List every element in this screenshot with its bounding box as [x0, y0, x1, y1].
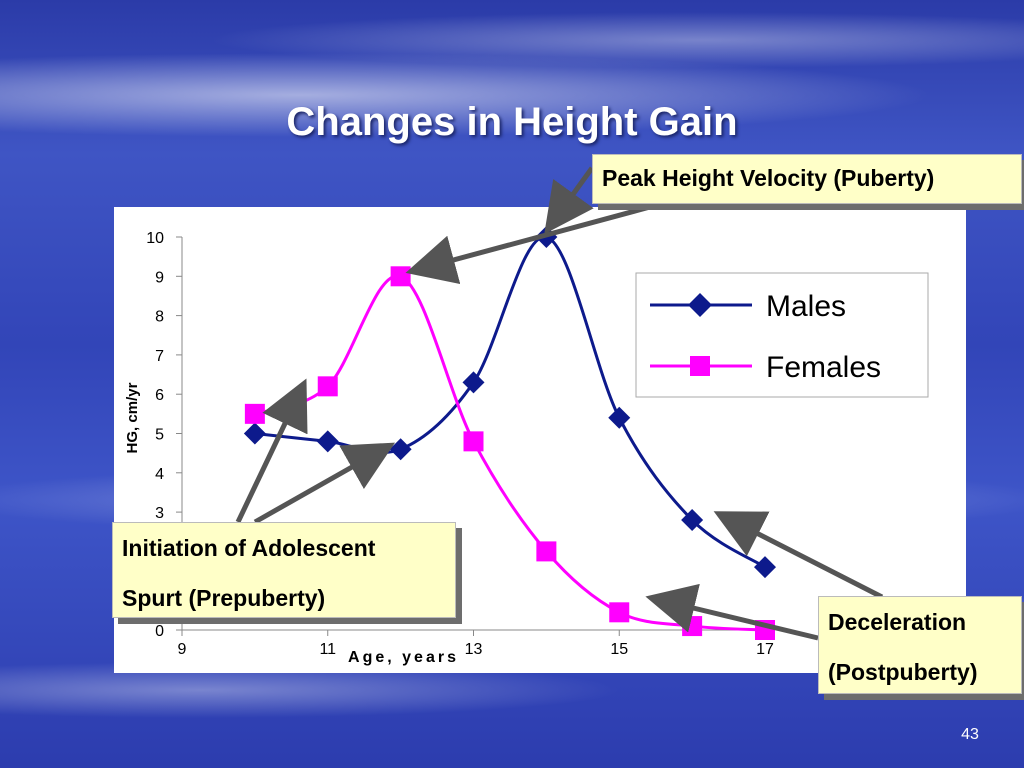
data-point-females — [682, 616, 703, 637]
x-tick-label: 17 — [756, 641, 774, 658]
y-tick-label: 9 — [155, 269, 164, 286]
arrow-initiation-males — [253, 442, 396, 525]
callout-peak-text: Peak Height Velocity (Puberty) — [602, 165, 935, 191]
y-tick-label: 3 — [155, 505, 164, 522]
y-tick-label: 0 — [155, 623, 164, 640]
legend-label-females: Females — [766, 351, 881, 384]
data-point-females — [244, 403, 265, 424]
x-axis-label: Age, years — [348, 649, 459, 666]
initiation-spurt-callout: Initiation of Adolescent Spurt (Prepuber… — [112, 522, 456, 618]
callout-deceleration-line1: Deceleration — [828, 609, 967, 635]
callout-arrows — [235, 166, 884, 641]
arrow-deceleration-females — [645, 583, 819, 641]
data-point-males — [462, 371, 485, 394]
data-point-females — [390, 266, 411, 287]
data-point-males — [754, 556, 776, 579]
callout-initiation-line2: Spurt (Prepuberty) — [122, 585, 326, 611]
data-point-males — [243, 422, 266, 445]
x-tick-label: 9 — [178, 641, 187, 658]
y-tick-label: 4 — [155, 466, 164, 483]
slide-title: Changes in Height Gain — [286, 100, 738, 144]
peak-height-velocity-callout: Peak Height Velocity (Puberty) — [592, 154, 1022, 204]
callout-initiation-line1: Initiation of Adolescent — [122, 535, 376, 561]
y-tick-label: 6 — [155, 387, 164, 404]
arrow-deceleration-males — [713, 511, 884, 600]
x-tick-label: 15 — [610, 641, 628, 658]
data-point-males — [681, 508, 704, 531]
legend-marker-males — [688, 293, 712, 317]
legend-box — [635, 272, 929, 398]
x-tick-label: 13 — [465, 641, 483, 658]
arrow-initiation-females — [235, 378, 308, 524]
data-point-females — [609, 602, 630, 623]
data-point-females — [463, 431, 484, 452]
y-tick-label: 7 — [155, 348, 164, 365]
arrow-peak-males — [544, 166, 595, 235]
chart-legend: Males Females — [635, 272, 929, 398]
x-tick-label: 11 — [319, 641, 336, 658]
legend-marker-females — [690, 356, 710, 376]
data-point-males — [389, 438, 412, 461]
deceleration-callout: Deceleration (Postpuberty) — [818, 596, 1022, 694]
legend-label-males: Males — [766, 290, 846, 323]
y-axis-label: HG, cm/yr — [124, 382, 141, 453]
data-point-females — [317, 376, 338, 397]
slide-number: 43 — [961, 726, 979, 743]
data-point-males — [316, 430, 339, 453]
y-tick-label: 5 — [155, 427, 164, 444]
data-point-females — [536, 541, 557, 562]
data-point-males — [608, 406, 631, 429]
y-tick-label: 8 — [155, 309, 164, 326]
y-tick-label: 10 — [146, 230, 164, 247]
arrow-peak-females — [405, 204, 651, 285]
callout-deceleration-line2: (Postpuberty) — [828, 659, 978, 685]
